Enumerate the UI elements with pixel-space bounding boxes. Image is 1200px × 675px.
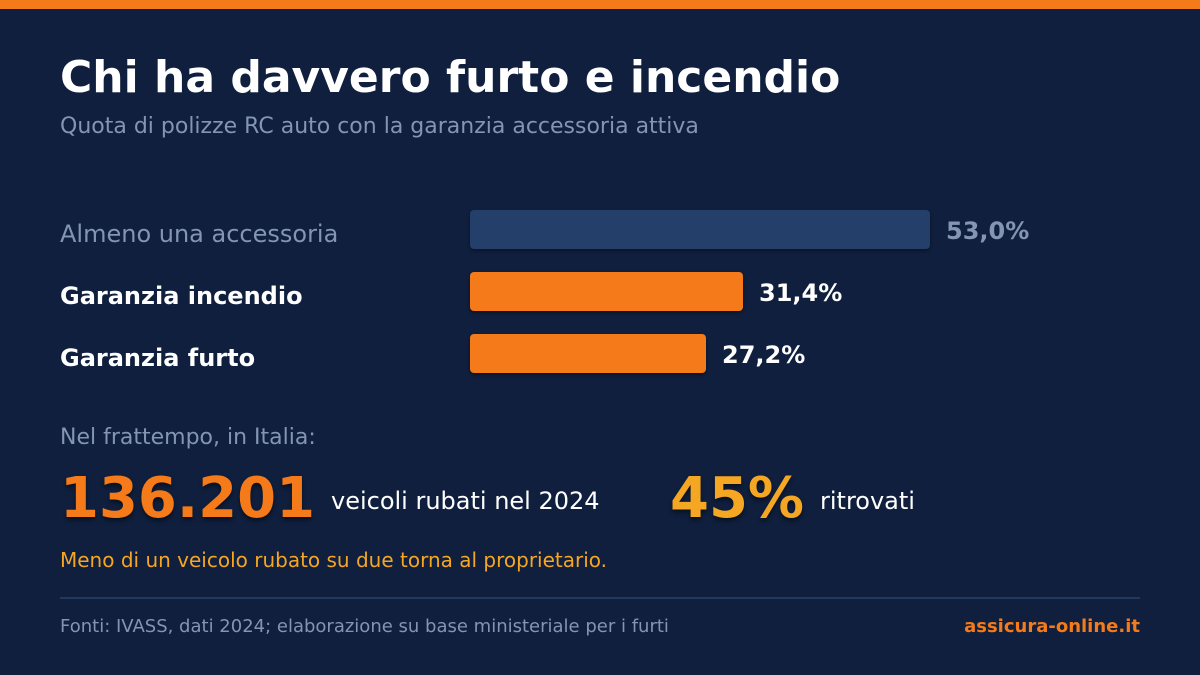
bar-label: Garanzia incendio xyxy=(60,282,303,310)
top-accent-bar xyxy=(0,0,1200,9)
recovered-caption: ritrovati xyxy=(820,487,915,515)
bar xyxy=(470,334,706,373)
source-note: Fonti: IVASS, dati 2024; elaborazione su… xyxy=(60,616,669,637)
stolen-vehicles-caption: veicoli rubati nel 2024 xyxy=(331,487,600,515)
page-subtitle: Quota di polizze RC auto con la garanzia… xyxy=(60,114,699,139)
page-title: Chi ha davvero furto e incendio xyxy=(60,52,841,103)
bar-value-label: 53,0% xyxy=(946,217,1030,245)
bar xyxy=(470,272,743,311)
bar-label: Garanzia furto xyxy=(60,344,256,372)
bar xyxy=(470,210,930,249)
bar-label: Almeno una accessoria xyxy=(60,220,339,248)
bar-value-label: 31,4% xyxy=(759,279,843,307)
stats-intro: Nel frattempo, in Italia: xyxy=(60,425,316,450)
footer-divider xyxy=(60,597,1140,599)
brand-link[interactable]: assicura-online.it xyxy=(964,616,1140,637)
stolen-vehicles-number: 136.201 xyxy=(60,466,316,531)
recovery-note: Meno di un veicolo rubato su due torna a… xyxy=(60,548,608,572)
recovered-percent: 45% xyxy=(670,466,805,531)
bar-value-label: 27,2% xyxy=(722,341,806,369)
